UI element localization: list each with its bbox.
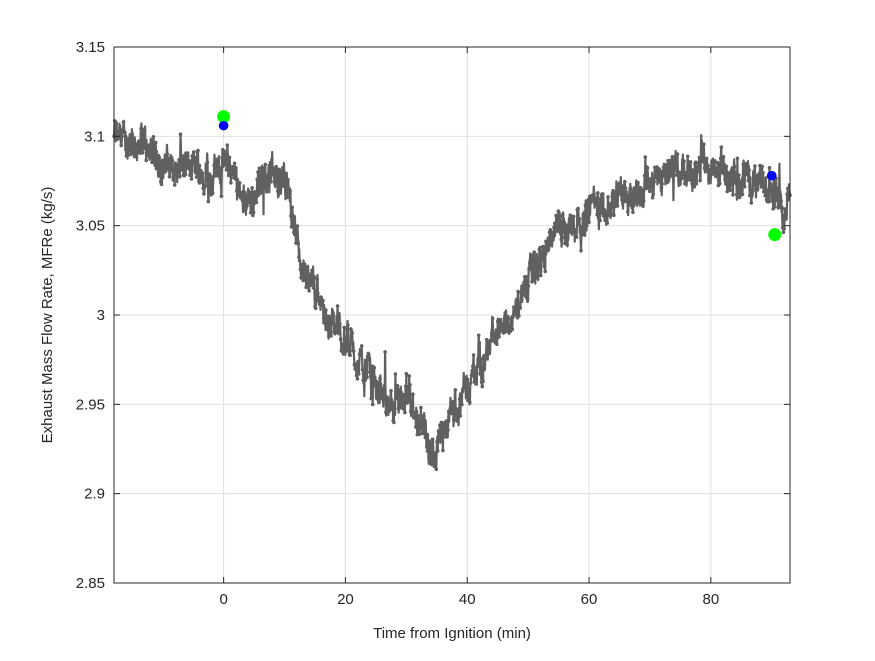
x-tick-label: 80 (702, 591, 719, 608)
x-tick-label: 0 (219, 591, 227, 608)
y-tick-label: 2.95 (76, 396, 105, 413)
green-marker (217, 110, 231, 124)
marker-layer (217, 110, 782, 242)
y-tick-label: 3.1 (84, 128, 105, 145)
tick-layer: 0 20 40 60 80 2.85 2.9 2.95 3 3.05 3.1 3.15 (76, 39, 790, 608)
x-tick-label: 40 (459, 591, 476, 608)
y-axis-label: Exhaust Mass Flow Rate, MFRe (kg/s) (39, 187, 56, 444)
y-tick-label: 3.15 (76, 39, 105, 56)
blue-marker (218, 120, 229, 131)
y-tick-label: 2.9 (84, 486, 105, 503)
x-tick-label: 60 (581, 591, 598, 608)
y-tick-label: 2.85 (76, 575, 105, 592)
y-tick-label: 3.05 (76, 218, 105, 235)
blue-marker (766, 170, 777, 181)
x-axis-label: Time from Ignition (min) (373, 625, 531, 642)
green-marker (768, 228, 782, 242)
y-tick-label: 3 (97, 307, 105, 324)
x-tick-label: 20 (337, 591, 354, 608)
